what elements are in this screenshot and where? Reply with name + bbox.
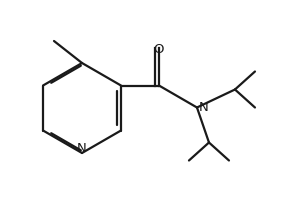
Text: N: N [77, 142, 87, 155]
Text: O: O [154, 43, 164, 55]
Text: N: N [199, 101, 209, 114]
